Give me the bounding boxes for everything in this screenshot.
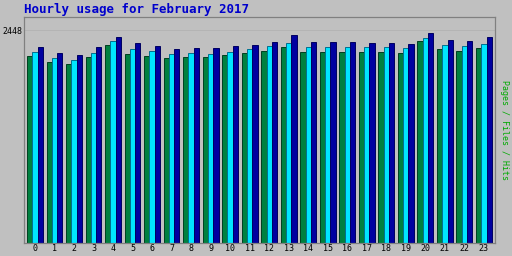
Bar (194, 48, 199, 243)
Bar (66, 64, 71, 243)
Bar (481, 44, 486, 243)
Bar (111, 41, 116, 243)
Bar (130, 49, 135, 243)
Bar (96, 47, 101, 243)
Bar (261, 51, 267, 243)
Bar (233, 47, 238, 243)
Bar (281, 47, 286, 243)
Bar (105, 45, 111, 243)
Bar (135, 43, 140, 243)
Bar (203, 57, 208, 243)
Bar (164, 58, 169, 243)
Bar (476, 48, 481, 243)
Bar (467, 41, 472, 243)
Bar (183, 57, 188, 243)
Bar (272, 42, 277, 243)
Bar (286, 43, 291, 243)
Bar (150, 51, 155, 243)
Bar (57, 54, 62, 243)
Bar (124, 54, 130, 243)
Bar (208, 54, 213, 243)
Bar (442, 45, 447, 243)
Bar (52, 58, 57, 243)
Bar (301, 52, 306, 243)
Bar (330, 42, 336, 243)
Bar (188, 54, 194, 243)
Bar (227, 52, 233, 243)
Bar (247, 49, 252, 243)
Bar (144, 56, 150, 243)
Bar (71, 59, 77, 243)
Bar (428, 33, 433, 243)
Bar (311, 42, 316, 243)
Bar (417, 41, 423, 243)
Bar (457, 51, 462, 243)
Text: Hourly usage for February 2017: Hourly usage for February 2017 (24, 3, 249, 16)
Bar (155, 46, 160, 243)
Bar (116, 37, 121, 243)
Bar (86, 57, 91, 243)
Bar (462, 47, 467, 243)
Y-axis label: Pages / Files / Hits: Pages / Files / Hits (500, 80, 509, 180)
Bar (409, 44, 414, 243)
Bar (267, 47, 272, 243)
Bar (91, 52, 96, 243)
Bar (370, 43, 375, 243)
Bar (437, 49, 442, 243)
Bar (242, 54, 247, 243)
Bar (222, 55, 227, 243)
Bar (47, 62, 52, 243)
Bar (174, 49, 180, 243)
Bar (389, 43, 394, 243)
Bar (359, 52, 364, 243)
Bar (423, 38, 428, 243)
Bar (213, 48, 219, 243)
Bar (350, 42, 355, 243)
Bar (169, 54, 174, 243)
Bar (364, 47, 370, 243)
Bar (345, 47, 350, 243)
Bar (398, 52, 403, 243)
Bar (32, 52, 37, 243)
Bar (291, 35, 296, 243)
Bar (27, 56, 32, 243)
Bar (325, 47, 330, 243)
Bar (447, 39, 453, 243)
Bar (486, 37, 492, 243)
Bar (306, 47, 311, 243)
Bar (320, 52, 325, 243)
Bar (383, 47, 389, 243)
Bar (339, 52, 345, 243)
Bar (378, 52, 383, 243)
Bar (403, 48, 409, 243)
Bar (77, 55, 82, 243)
Bar (37, 47, 43, 243)
Bar (252, 45, 258, 243)
